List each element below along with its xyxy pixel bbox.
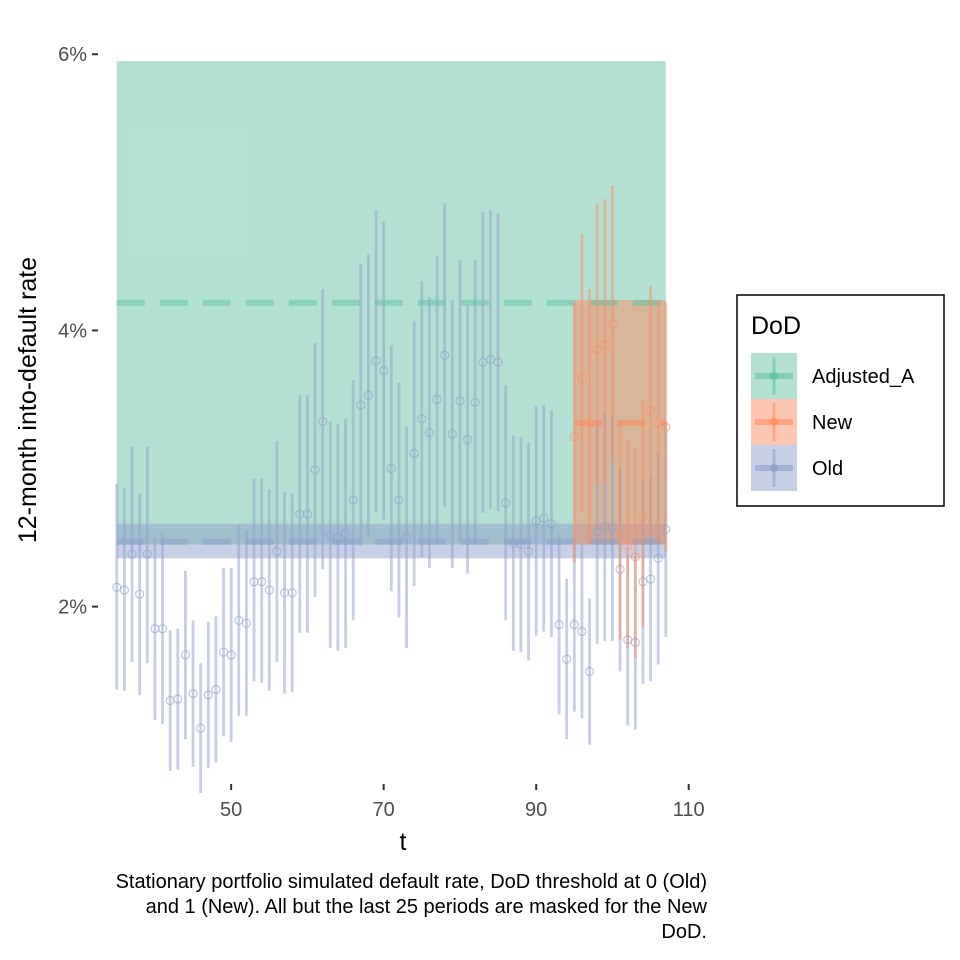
data-point-old	[180, 650, 191, 660]
data-point-new	[569, 432, 579, 442]
data-point-old	[455, 396, 465, 406]
data-point-old	[562, 654, 572, 664]
data-point-old	[584, 666, 595, 677]
data-point-new	[630, 552, 640, 562]
data-point-old	[424, 428, 435, 438]
data-point-old	[577, 626, 587, 637]
chart-caption: Stationary portfolio simulated default r…	[115, 871, 707, 943]
plot-panel	[112, 61, 671, 794]
legend-entry-new: New	[751, 399, 853, 445]
data-point-new	[645, 405, 656, 416]
data-point-old	[333, 532, 343, 543]
data-point-new	[584, 418, 595, 428]
data-point-old	[523, 546, 534, 556]
data-point-old	[371, 356, 381, 366]
data-point-old	[539, 513, 549, 523]
data-point-new	[653, 418, 663, 428]
data-point-old	[440, 350, 450, 360]
x-tick-label: 90	[525, 799, 547, 821]
data-point-old	[546, 519, 557, 529]
data-point-old	[462, 434, 473, 445]
legend-entry-adjusted-a: Adjusted_A	[751, 353, 915, 399]
legend-entry-old: Old	[751, 445, 843, 491]
data-point-old	[142, 549, 152, 559]
x-tick-label: 110	[673, 799, 705, 821]
data-point-old	[386, 463, 396, 474]
y-tick-label: 4%	[58, 320, 87, 342]
x-tick-label: 70	[373, 799, 395, 821]
data-point-old	[302, 509, 313, 519]
data-point-old	[340, 528, 351, 539]
data-point-old	[188, 689, 198, 699]
data-point-new	[623, 541, 633, 551]
data-point-old	[516, 539, 526, 550]
data-point-old	[119, 585, 130, 595]
data-point-old	[493, 357, 503, 367]
data-point-old	[432, 394, 442, 405]
data-point-new	[661, 422, 671, 432]
data-point-old	[653, 553, 663, 563]
data-point-old	[363, 390, 374, 400]
data-point-old	[173, 694, 183, 704]
data-point-old	[318, 416, 328, 427]
data-point-old	[310, 465, 320, 475]
data-point-new	[577, 372, 587, 382]
data-point-old	[226, 650, 236, 660]
y-tick-label: 6%	[58, 44, 87, 66]
legend-key-point	[770, 418, 778, 426]
data-point-old	[257, 577, 267, 587]
legend-key-point	[770, 464, 778, 472]
legend-entries: Adjusted_A New Old	[751, 353, 915, 491]
data-point-old	[264, 585, 274, 595]
data-point-new	[638, 512, 648, 522]
x-tick-label: 50	[220, 799, 242, 821]
legend-label: Old	[812, 458, 843, 480]
legend: DoD Adjusted_A New Old	[736, 294, 945, 507]
data-point-old	[470, 397, 480, 407]
data-point-old	[196, 723, 206, 733]
point-layer	[112, 318, 671, 733]
x-axis: 50 70 90 110	[220, 784, 705, 821]
data-point-new	[600, 339, 610, 349]
legend-key-point	[770, 372, 778, 380]
data-point-old	[379, 365, 389, 376]
data-point-old	[607, 523, 618, 533]
x-axis-title: t	[400, 828, 407, 856]
data-point-old	[592, 527, 602, 537]
data-point-old	[630, 637, 640, 648]
y-tick-label: 2%	[58, 597, 87, 619]
y-axis: 2% 4% 6%	[58, 44, 98, 619]
data-point-old	[394, 495, 404, 505]
data-point-old	[272, 546, 282, 556]
data-point-old	[127, 549, 137, 559]
y-axis-title: 12-month into-default rate	[14, 257, 42, 543]
data-point-old	[203, 690, 213, 700]
data-point-old	[447, 429, 457, 439]
data-point-old	[417, 414, 427, 424]
data-point-old	[241, 618, 252, 628]
data-point-new	[607, 318, 618, 329]
data-point-old	[348, 495, 358, 505]
data-point-old	[157, 624, 168, 634]
data-point-old	[645, 574, 656, 584]
errorbar-layer	[115, 185, 668, 794]
data-point-old	[356, 400, 366, 410]
data-point-old	[287, 588, 297, 598]
legend-label: New	[812, 412, 853, 434]
legend-title: DoD	[751, 312, 801, 340]
data-point-old	[135, 589, 145, 599]
data-point-old	[401, 532, 412, 543]
data-point-old	[554, 619, 564, 630]
data-point-old	[501, 498, 511, 508]
data-point-old	[661, 524, 671, 534]
data-point-new	[615, 528, 625, 539]
data-point-old	[211, 684, 221, 695]
data-point-old	[615, 564, 625, 574]
data-point-old	[569, 619, 579, 630]
legend-label: Adjusted_A	[812, 366, 915, 388]
data-point-old	[409, 448, 419, 458]
data-point-new	[592, 345, 602, 355]
